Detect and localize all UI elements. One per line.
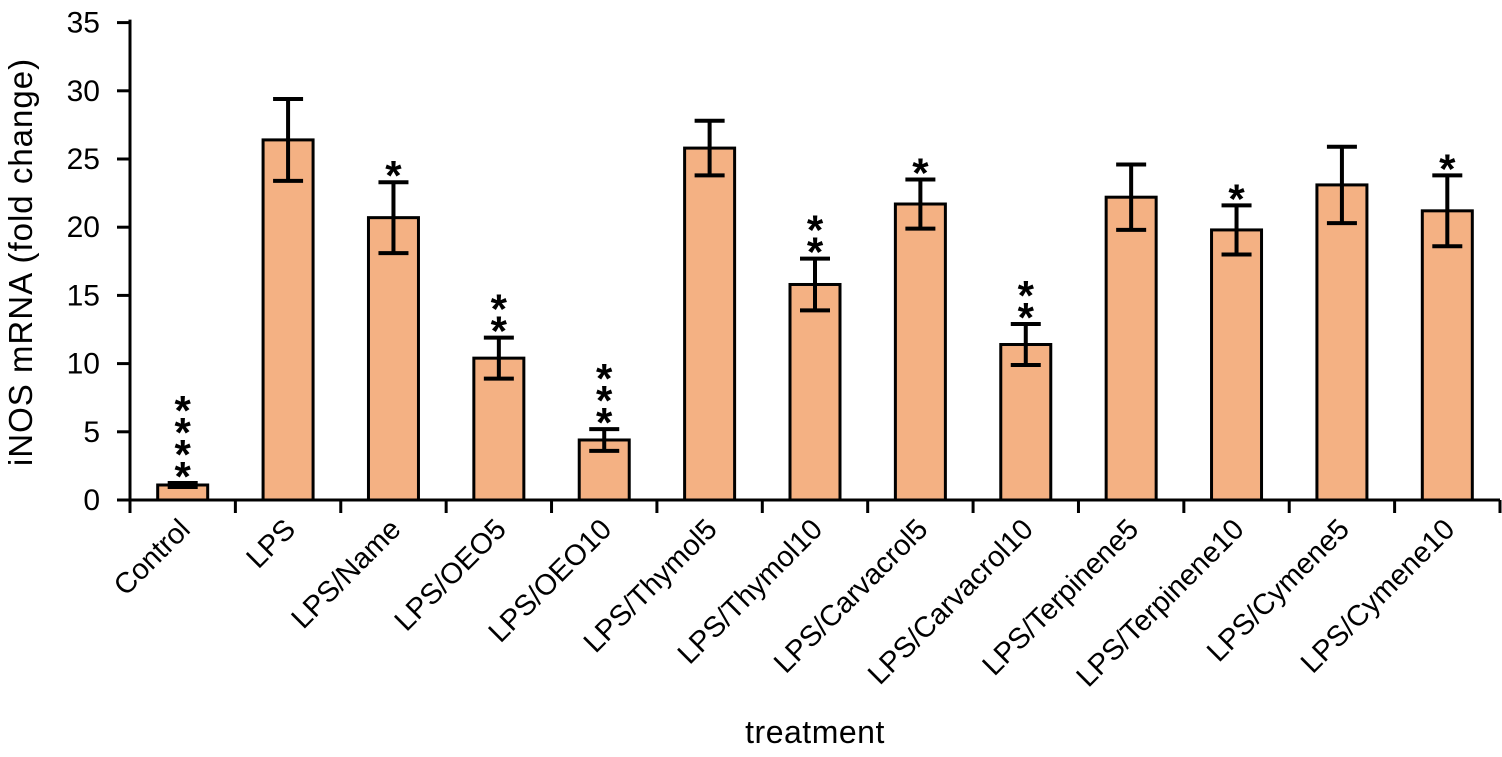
significance-asterisk: *: [175, 387, 192, 434]
bar: [1104, 195, 1158, 502]
x-category-label: LPS: [241, 513, 302, 574]
error-bar: [1010, 322, 1041, 367]
significance-asterisk: *: [1228, 175, 1245, 222]
x-category-label: LPS/Name: [286, 513, 408, 635]
significance-asterisk: *: [1018, 272, 1035, 319]
error-bar: [589, 427, 620, 453]
error-bar: [1116, 162, 1147, 232]
y-tick-label: 20: [67, 211, 100, 244]
y-axis-title: iNOS mRNA (fold change): [2, 58, 39, 466]
significance-asterisk: *: [175, 409, 192, 456]
error-bar: [378, 180, 409, 256]
significance-asterisk: *: [596, 399, 613, 446]
y-tick-label: 25: [67, 143, 100, 176]
error-bar: [694, 118, 725, 178]
significance-asterisk: *: [491, 286, 508, 333]
x-axis-title: treatment: [745, 714, 885, 750]
bar: [366, 216, 420, 502]
y-tick-label: 30: [67, 75, 100, 108]
error-bar: [905, 177, 936, 231]
error-bar: [1326, 144, 1357, 226]
bar: [1420, 209, 1474, 502]
significance-asterisk: *: [491, 308, 508, 355]
y-tick-label: 35: [67, 7, 100, 40]
significance-asterisk: *: [596, 377, 613, 424]
error-bar: [800, 256, 830, 313]
y-tick-label: 0: [83, 484, 100, 517]
y-tick-label: 10: [67, 348, 100, 381]
significance-asterisk: *: [1439, 145, 1456, 192]
significance-asterisk: *: [385, 152, 402, 199]
error-bar: [483, 335, 514, 381]
y-tick-label: 15: [67, 279, 100, 312]
x-category-label: Control: [108, 513, 197, 602]
error-bar: [273, 96, 304, 183]
significance-asterisk: *: [912, 149, 929, 196]
bar: [893, 202, 947, 502]
significance-asterisk: *: [175, 453, 192, 500]
y-tick-label: 5: [83, 416, 100, 449]
error-bar: [1221, 203, 1252, 257]
error-bar: [1432, 173, 1463, 249]
bar: [788, 282, 842, 502]
error-bar: [167, 480, 198, 490]
bar: [1315, 183, 1369, 502]
bar: [1210, 228, 1264, 502]
bar: [683, 146, 737, 502]
significance-asterisk: *: [807, 229, 824, 276]
significance-asterisk: *: [175, 431, 192, 478]
significance-asterisk: *: [1018, 294, 1035, 341]
significance-asterisk: *: [596, 355, 613, 402]
significance-asterisk: *: [807, 207, 824, 254]
bar: [261, 138, 315, 502]
bar: [999, 343, 1053, 502]
